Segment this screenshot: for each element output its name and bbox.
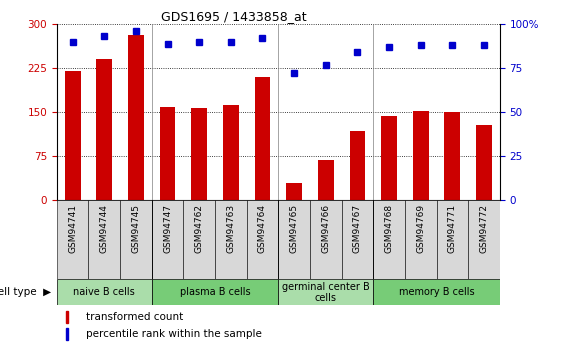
Title: GDS1695 / 1433858_at: GDS1695 / 1433858_at xyxy=(161,10,307,23)
Bar xyxy=(128,35,144,200)
FancyBboxPatch shape xyxy=(437,200,468,279)
Bar xyxy=(160,107,176,200)
Text: plasma B cells: plasma B cells xyxy=(179,287,250,297)
Bar xyxy=(381,116,397,200)
Bar xyxy=(318,160,333,200)
Bar xyxy=(65,71,81,200)
Text: cell type  ▶: cell type ▶ xyxy=(0,287,51,297)
Text: GSM94772: GSM94772 xyxy=(479,204,488,253)
Bar xyxy=(349,131,365,200)
Text: GSM94741: GSM94741 xyxy=(68,204,77,253)
FancyBboxPatch shape xyxy=(278,279,373,305)
FancyBboxPatch shape xyxy=(152,279,278,305)
Bar xyxy=(254,77,270,200)
Text: GSM94744: GSM94744 xyxy=(100,204,108,253)
FancyBboxPatch shape xyxy=(373,279,500,305)
FancyBboxPatch shape xyxy=(57,279,152,305)
Text: GSM94763: GSM94763 xyxy=(227,204,235,253)
Bar xyxy=(66,310,68,323)
Bar xyxy=(191,108,207,200)
Bar xyxy=(97,59,112,200)
Text: GSM94766: GSM94766 xyxy=(321,204,330,253)
Text: germinal center B
cells: germinal center B cells xyxy=(282,282,370,303)
Bar xyxy=(223,105,239,200)
FancyBboxPatch shape xyxy=(57,200,89,279)
Text: GSM94747: GSM94747 xyxy=(163,204,172,253)
Bar xyxy=(444,112,460,200)
FancyBboxPatch shape xyxy=(341,200,373,279)
FancyBboxPatch shape xyxy=(310,200,341,279)
FancyBboxPatch shape xyxy=(373,200,405,279)
Text: GSM94768: GSM94768 xyxy=(385,204,394,253)
Text: GSM94767: GSM94767 xyxy=(353,204,362,253)
FancyBboxPatch shape xyxy=(215,200,247,279)
Text: GSM94762: GSM94762 xyxy=(195,204,204,253)
Text: memory B cells: memory B cells xyxy=(399,287,474,297)
FancyBboxPatch shape xyxy=(152,200,183,279)
FancyBboxPatch shape xyxy=(468,200,500,279)
FancyBboxPatch shape xyxy=(89,200,120,279)
Text: GSM94769: GSM94769 xyxy=(416,204,425,253)
FancyBboxPatch shape xyxy=(183,200,215,279)
Text: GSM94764: GSM94764 xyxy=(258,204,267,253)
Text: naive B cells: naive B cells xyxy=(73,287,135,297)
Text: GSM94745: GSM94745 xyxy=(131,204,140,253)
Bar xyxy=(286,183,302,200)
FancyBboxPatch shape xyxy=(120,200,152,279)
FancyBboxPatch shape xyxy=(247,200,278,279)
Text: transformed count: transformed count xyxy=(86,312,183,322)
Text: GSM94765: GSM94765 xyxy=(290,204,299,253)
Bar xyxy=(476,125,492,200)
Bar xyxy=(413,111,429,200)
Text: percentile rank within the sample: percentile rank within the sample xyxy=(86,329,261,339)
FancyBboxPatch shape xyxy=(278,200,310,279)
Bar xyxy=(66,328,68,340)
Text: GSM94771: GSM94771 xyxy=(448,204,457,253)
FancyBboxPatch shape xyxy=(405,200,437,279)
